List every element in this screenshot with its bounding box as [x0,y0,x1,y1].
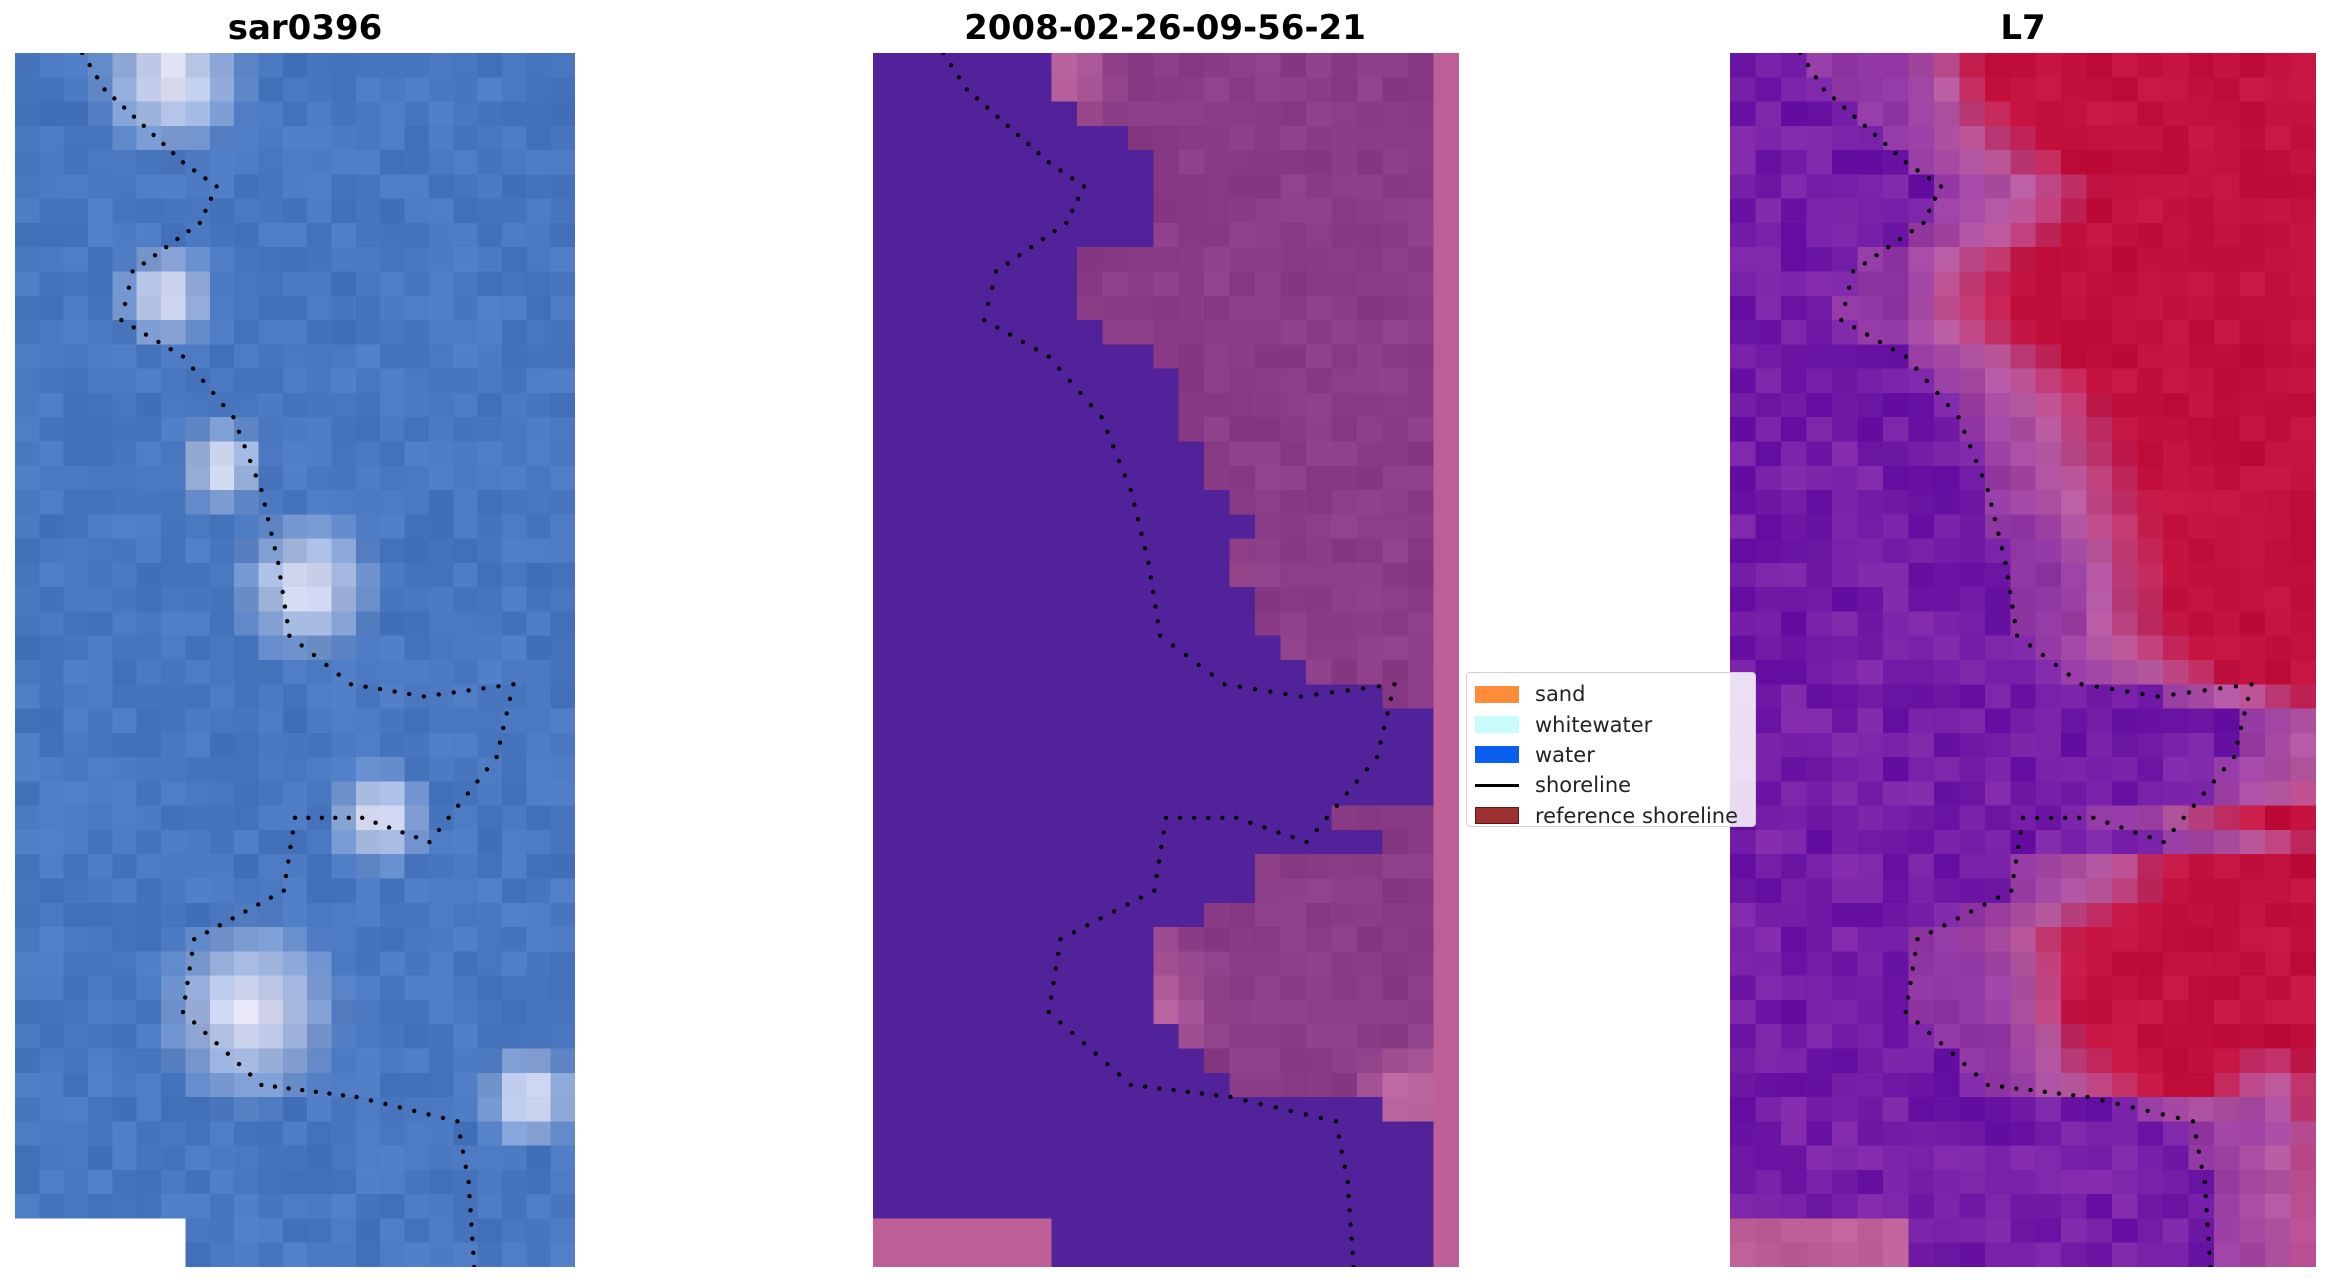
legend-item-whitewater: whitewater [1475,709,1755,739]
legend-line-shoreline [1475,783,1519,787]
panel-title-rgb: sar0396 [227,8,383,48]
legend-label: reference shoreline [1535,803,1739,828]
panel-title-index: L7 [2000,8,2046,48]
classified-image [873,53,1459,1267]
rgb-image [15,53,575,1267]
legend-item-sand: sand [1475,679,1755,709]
classified-image-panel [873,53,1459,1267]
legend-label: water [1535,742,1595,767]
legend-label: whitewater [1535,712,1653,737]
rgb-image-panel [15,53,575,1267]
legend-swatch-sand [1475,685,1519,703]
legend-item-water: water [1475,740,1755,770]
legend-swatch-water [1475,746,1519,764]
legend: sand whitewater water shoreline referenc… [1466,672,1756,828]
panel-title-classified: 2008-02-26-09-56-21 [964,8,1366,48]
legend-item-reference-shoreline: reference shoreline [1475,801,1755,831]
legend-swatch-whitewater [1475,716,1519,734]
legend-swatch-reference-shoreline [1475,807,1519,825]
index-image [1730,53,2316,1267]
legend-label: shoreline [1535,773,1632,798]
index-image-panel [1730,53,2316,1267]
legend-item-shoreline: shoreline [1475,770,1755,800]
legend-label: sand [1535,682,1586,707]
